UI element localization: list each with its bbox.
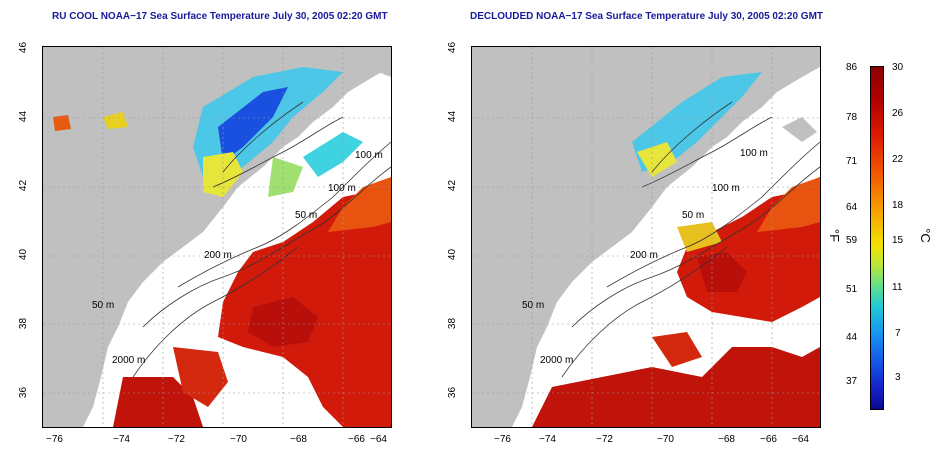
- colorbar-f-tick: 64: [846, 202, 858, 213]
- lon-tick: −74: [113, 434, 130, 445]
- contour-label: 100 m: [355, 150, 383, 161]
- lon-tick: −76: [494, 434, 511, 445]
- left-map-title: RU COOL NOAA−17 Sea Surface Temperature …: [52, 11, 388, 22]
- contour-label: 50 m: [522, 300, 545, 311]
- colorbar-c-tick: 15: [892, 235, 904, 246]
- contour-label: 200 m: [630, 250, 658, 261]
- contour-label: 100 m: [328, 183, 356, 194]
- colorbar: [870, 66, 884, 410]
- lat-tick: 44: [447, 110, 459, 123]
- lon-tick: −72: [168, 434, 185, 445]
- colorbar-c-tick: 18: [892, 200, 904, 211]
- lat-tick: 42: [18, 179, 30, 192]
- lon-tick: −68: [718, 434, 735, 445]
- lon-tick: −70: [230, 434, 247, 445]
- contour-label: 100 m: [712, 183, 740, 194]
- colorbar-f-tick: 44: [846, 332, 858, 343]
- lat-tick: 40: [447, 248, 459, 261]
- contour-label: 200 m: [204, 250, 232, 261]
- contour-label: 50 m: [682, 210, 705, 221]
- contour-label: 50 m: [92, 300, 115, 311]
- lon-tick: −74: [539, 434, 556, 445]
- lon-tick: −72: [596, 434, 613, 445]
- lat-tick: 46: [18, 41, 30, 54]
- lat-tick: 36: [447, 386, 459, 399]
- lon-tick: −64: [792, 434, 809, 445]
- colorbar-c-tick: 3: [895, 372, 901, 383]
- lat-tick: 38: [18, 317, 30, 330]
- lon-tick: −70: [657, 434, 674, 445]
- colorbar-c-tick: 11: [892, 282, 903, 293]
- celsius-unit-label: °C: [917, 228, 933, 243]
- colorbar-c-tick: 22: [892, 154, 904, 165]
- contour-label: 2000 m: [540, 355, 574, 366]
- lat-tick: 40: [18, 248, 30, 261]
- lon-tick: −66: [760, 434, 777, 445]
- colorbar-f-tick: 71: [846, 156, 858, 167]
- lon-tick: −68: [290, 434, 307, 445]
- colorbar-f-tick: 37: [846, 376, 858, 387]
- colorbar-f-tick: 86: [846, 62, 858, 73]
- lon-tick: −76: [46, 434, 63, 445]
- lat-tick: 42: [447, 179, 459, 192]
- colorbar-c-tick: 7: [895, 328, 901, 339]
- contour-label: 100 m: [740, 148, 768, 159]
- colorbar-c-tick: 30: [892, 62, 904, 73]
- contour-label: 50 m: [295, 210, 318, 221]
- colorbar-f-tick: 78: [846, 112, 858, 123]
- lat-tick: 46: [447, 41, 459, 54]
- fahrenheit-unit-label: °F: [827, 228, 843, 243]
- right-map-title: DECLOUDED NOAA−17 Sea Surface Temperatur…: [470, 11, 824, 22]
- lat-tick: 36: [18, 386, 30, 399]
- left-sst-map[interactable]: [42, 46, 392, 428]
- lat-tick: 38: [447, 317, 459, 330]
- colorbar-c-tick: 26: [892, 108, 904, 119]
- lon-tick: −64: [370, 434, 387, 445]
- colorbar-f-tick: 51: [846, 284, 858, 295]
- colorbar-f-tick: 59: [846, 235, 858, 246]
- contour-label: 2000 m: [112, 355, 146, 366]
- right-sst-map[interactable]: [471, 46, 821, 428]
- lat-tick: 44: [18, 110, 30, 123]
- lon-tick: −66: [348, 434, 365, 445]
